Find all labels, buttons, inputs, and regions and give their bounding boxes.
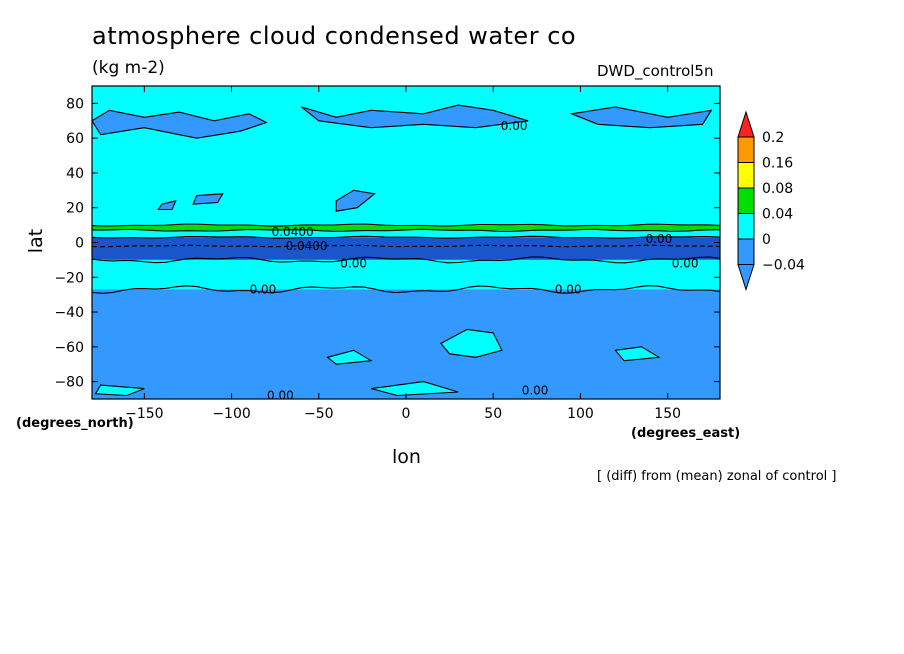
zonal-band-4 <box>92 259 720 290</box>
y-tick-label: −80 <box>54 375 84 391</box>
cloud-patch-7 <box>326 349 373 365</box>
colorbar-tick-label: 0.04 <box>762 207 793 223</box>
y-tick-label: 80 <box>66 96 84 112</box>
cloud-patch-6 <box>440 328 503 358</box>
contour-line-n3 <box>92 235 720 239</box>
contour-line-s27 <box>92 285 720 294</box>
contour-label-5: 0.00 <box>672 256 699 270</box>
y-tick-label: 40 <box>66 166 84 182</box>
zonal-band-1 <box>92 225 720 231</box>
cloud-patch-0 <box>92 109 268 139</box>
x-axis-label: lon <box>392 446 421 468</box>
zonal-band-0 <box>92 86 720 226</box>
colorbar-tick-label: 0.16 <box>762 156 793 172</box>
colorbar-box-4 <box>737 238 755 265</box>
colorbar-box-2 <box>737 187 755 214</box>
colorbar-tick-label: 0.2 <box>762 130 784 146</box>
x-axis-unit: (degrees_east) <box>631 426 741 441</box>
x-tick-label: 0 <box>402 406 411 422</box>
contour-label-4: 0.00 <box>340 256 367 270</box>
x-tick-label: 100 <box>567 406 594 422</box>
zonal-band-3 <box>92 237 720 260</box>
x-tick-label: 50 <box>484 406 502 422</box>
cloud-patch-3 <box>335 189 376 212</box>
contour-label-6: 0.00 <box>250 282 277 296</box>
contour-label-1: 0.0400 <box>272 225 314 239</box>
y-tick-label: 20 <box>66 201 84 217</box>
contour-label-7: 0.00 <box>555 282 582 296</box>
colorbar-tick-label: 0 <box>762 232 771 248</box>
zonal-band-2 <box>92 230 720 238</box>
contour-label-8: 0.00 <box>522 383 549 397</box>
x-tick-label: 150 <box>654 406 681 422</box>
cloud-patch-1 <box>300 104 529 129</box>
colorbar-box-1 <box>737 162 755 189</box>
contour-line-n10 <box>92 223 720 227</box>
diff-note: [ (diff) from (mean) zonal of control ] <box>597 469 837 484</box>
x-tick-label: −50 <box>304 406 334 422</box>
contour-line-s2 <box>92 244 720 248</box>
run-name: DWD_control5n <box>597 62 714 80</box>
y-tick-label: −60 <box>54 340 84 356</box>
contour-label-9: 0.00 <box>267 389 294 403</box>
cloud-patch-5 <box>157 200 177 211</box>
colorbar-tick-label: 0.08 <box>762 181 793 197</box>
colorbar-tick-label: −0.04 <box>762 258 805 274</box>
y-tick-label: −40 <box>54 305 84 321</box>
chart-units: (kg m-2) <box>92 58 165 78</box>
contour-label-3: 0.00 <box>646 232 673 246</box>
contour-line-n7 <box>92 228 720 232</box>
x-tick-label: −100 <box>212 406 250 422</box>
colorbar-top-arrow <box>737 110 755 138</box>
cloud-patch-9 <box>370 381 459 397</box>
cloud-patch-4 <box>192 193 224 205</box>
colorbar-box-0 <box>737 136 755 163</box>
chart-title: atmosphere cloud condensed water co <box>92 22 577 50</box>
cloud-patch-2 <box>569 106 713 129</box>
y-tick-label: −20 <box>54 270 84 286</box>
cloud-patch-8 <box>614 346 661 362</box>
y-axis-unit: (degrees_north) <box>16 416 134 431</box>
zonal-band-5 <box>92 289 720 399</box>
x-tick-label: −150 <box>125 406 163 422</box>
cloud-patch-10 <box>94 384 145 397</box>
colorbar-box-3 <box>737 213 755 240</box>
y-tick-label: 0 <box>75 236 84 252</box>
y-axis-label: lat <box>25 228 48 254</box>
y-tick-label: 60 <box>66 131 84 147</box>
contour-label-0: 0.00 <box>501 119 528 133</box>
contour-label-2: 0.0400 <box>286 239 328 253</box>
colorbar-bottom-arrow <box>737 264 755 292</box>
contour-line-s10 <box>92 256 720 264</box>
